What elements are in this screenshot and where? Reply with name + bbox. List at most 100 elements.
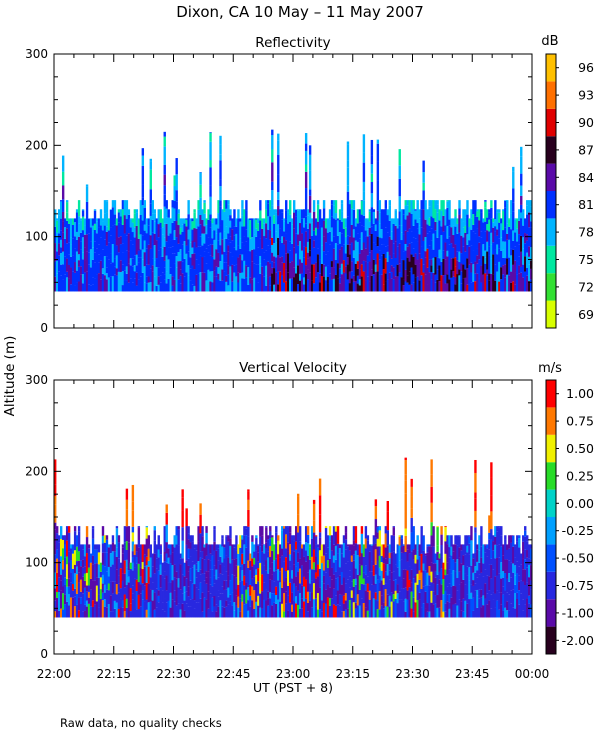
heatmap-cell	[520, 185, 523, 196]
heatmap-cell	[129, 258, 133, 266]
heatmap-cell	[75, 574, 79, 594]
heatmap-cell	[298, 280, 302, 292]
heatmap-cell	[514, 544, 517, 547]
heatmap-cell	[516, 599, 519, 618]
heatmap-cell	[227, 251, 230, 266]
heatmap-cell	[466, 214, 469, 235]
heatmap-cell	[334, 213, 338, 220]
heatmap-cell	[468, 218, 471, 227]
heatmap-cell	[271, 135, 274, 150]
heatmap-cell	[81, 559, 85, 568]
heatmap-cell	[384, 583, 388, 590]
heatmap-cell	[169, 554, 172, 564]
heatmap-cell	[223, 558, 226, 567]
heatmap-cell	[514, 584, 517, 594]
heatmap-cell	[454, 257, 457, 267]
heatmap-cell	[512, 589, 515, 608]
heatmap-cell	[374, 506, 378, 520]
heatmap-cell	[364, 218, 368, 231]
heatmap-cell	[366, 535, 370, 541]
heatmap-cell	[412, 225, 415, 238]
heatmap-cell	[219, 261, 222, 281]
heatmap-cell	[65, 277, 69, 292]
heatmap-cell	[121, 607, 125, 618]
heatmap-cell	[215, 611, 218, 618]
heatmap-cell	[59, 200, 63, 202]
heatmap-cell	[476, 248, 479, 256]
heatmap-cell	[209, 577, 212, 585]
heatmap-cell	[424, 570, 427, 586]
heatmap-cell	[85, 606, 89, 618]
heatmap-cell	[179, 571, 182, 590]
heatmap-cell	[342, 611, 346, 618]
heatmap-cell	[171, 260, 174, 277]
heatmap-cell	[141, 235, 145, 250]
heatmap-cell	[502, 555, 505, 572]
heatmap-cell	[478, 209, 481, 221]
heatmap-cell	[480, 526, 483, 527]
heatmap-cell	[376, 161, 380, 181]
heatmap-cell	[314, 244, 318, 263]
heatmap-cell	[432, 546, 435, 564]
heatmap-cell	[448, 219, 451, 226]
heatmap-cell	[129, 568, 133, 589]
heatmap-cell	[448, 200, 451, 220]
heatmap-cell	[372, 545, 376, 566]
heatmap-cell	[432, 563, 435, 584]
heatmap-cell	[159, 228, 162, 248]
heatmap-cell	[263, 599, 266, 618]
heatmap-cell	[360, 214, 364, 226]
heatmap-cell	[233, 235, 236, 248]
heatmap-cell	[207, 209, 210, 220]
heatmap-cell	[293, 583, 296, 602]
heatmap-cell	[233, 559, 236, 576]
heatmap-cell	[101, 600, 105, 618]
heatmap-cell	[77, 597, 81, 611]
heatmap-cell	[426, 603, 429, 612]
heatmap-cell	[382, 608, 386, 618]
heatmap-cell	[211, 282, 214, 292]
heatmap-cell	[296, 532, 300, 553]
heatmap-cell	[298, 568, 302, 584]
heatmap-cell	[404, 281, 407, 292]
heatmap-cell	[336, 553, 340, 565]
heatmap-cell	[137, 539, 141, 548]
heatmap-cell	[502, 230, 505, 242]
heatmap-cell	[318, 514, 322, 533]
heatmap-cell	[398, 149, 401, 166]
heatmap-cell	[261, 228, 264, 249]
heatmap-cell	[143, 230, 147, 241]
heatmap-cell	[502, 209, 505, 212]
heatmap-cell	[255, 538, 258, 551]
heatmap-cell	[285, 210, 288, 220]
heatmap-cell	[263, 565, 266, 583]
heatmap-cell	[414, 277, 417, 292]
heatmap-cell	[271, 162, 274, 182]
heatmap-cell	[412, 597, 415, 612]
heatmap-cell	[396, 228, 399, 247]
heatmap-cell	[518, 256, 521, 266]
heatmap-cell	[458, 251, 461, 263]
heatmap-cell	[67, 605, 71, 618]
heatmap-cell	[59, 253, 63, 265]
heatmap-cell	[57, 577, 61, 593]
heatmap-cell	[408, 579, 411, 588]
heatmap-cell	[404, 551, 407, 570]
heatmap-cell	[223, 251, 226, 263]
heatmap-cell	[175, 282, 178, 292]
heatmap-cell	[99, 589, 103, 600]
heatmap-cell	[426, 224, 429, 234]
heatmap-cell	[478, 236, 481, 243]
heatmap-cell	[83, 234, 87, 248]
heatmap-cell	[334, 595, 338, 606]
heatmap-cell	[219, 135, 222, 145]
heatmap-cell	[336, 564, 340, 578]
heatmap-cell	[75, 239, 79, 252]
heatmap-cell	[488, 231, 491, 247]
heatmap-cell	[143, 554, 147, 567]
heatmap-cell	[243, 535, 246, 545]
heatmap-cell	[173, 239, 176, 254]
heatmap-cell	[91, 564, 95, 581]
colorbar-label: 0.50	[566, 441, 594, 456]
heatmap-cell	[133, 213, 137, 228]
